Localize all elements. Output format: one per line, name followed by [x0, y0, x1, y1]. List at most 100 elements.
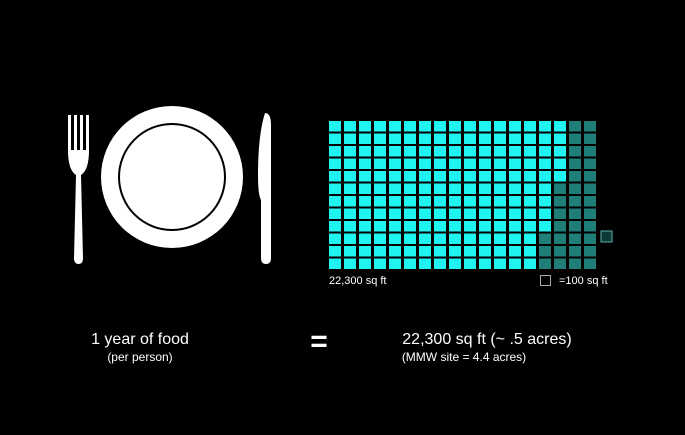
grid-square — [329, 133, 341, 144]
grid-square — [344, 233, 356, 244]
grid-square — [569, 183, 581, 194]
grid-square — [359, 196, 371, 207]
grid-square — [419, 258, 431, 269]
grid-square — [584, 146, 596, 157]
grid-square — [359, 258, 371, 269]
grid-square — [374, 133, 386, 144]
grid-square — [434, 196, 446, 207]
grid-square — [584, 158, 596, 169]
square-grid — [329, 121, 596, 269]
grid-square — [344, 258, 356, 269]
grid-square — [539, 221, 551, 232]
grid-square — [434, 171, 446, 182]
grid-square — [419, 246, 431, 257]
grid-square — [434, 158, 446, 169]
grid-square — [344, 133, 356, 144]
grid-square — [479, 208, 491, 219]
grid-square — [389, 133, 401, 144]
grid-square — [494, 196, 506, 207]
grid-square — [569, 133, 581, 144]
grid-square — [509, 171, 521, 182]
grid-square — [464, 246, 476, 257]
grid-square — [584, 171, 596, 182]
grid-square — [389, 121, 401, 132]
grid-square — [509, 208, 521, 219]
grid-square — [524, 183, 536, 194]
grid-square — [569, 196, 581, 207]
grid-square — [569, 233, 581, 244]
grid-square — [329, 196, 341, 207]
grid-square — [464, 196, 476, 207]
grid-square — [494, 146, 506, 157]
grid-square — [389, 171, 401, 182]
grid-square — [509, 121, 521, 132]
grid-square — [359, 246, 371, 257]
grid-square — [494, 158, 506, 169]
grid-square — [419, 171, 431, 182]
grid-square — [479, 171, 491, 182]
grid-square — [524, 246, 536, 257]
grid-square — [449, 196, 461, 207]
grid-square — [509, 183, 521, 194]
grid-square — [524, 158, 536, 169]
grid-square — [419, 196, 431, 207]
grid-square — [344, 158, 356, 169]
grid-square — [389, 183, 401, 194]
equals-sign: = — [310, 325, 328, 358]
grid-square — [389, 146, 401, 157]
grid-square — [359, 158, 371, 169]
grid-square — [434, 183, 446, 194]
grid-square — [449, 121, 461, 132]
grid-square — [494, 246, 506, 257]
grid-square — [389, 221, 401, 232]
knife — [258, 113, 271, 264]
grid-square — [344, 196, 356, 207]
grid-square — [584, 258, 596, 269]
grid-square — [584, 121, 596, 132]
grid-square — [464, 158, 476, 169]
grid-square — [464, 221, 476, 232]
grid-square — [329, 183, 341, 194]
grid-square — [419, 158, 431, 169]
grid-square — [374, 208, 386, 219]
grid-square — [449, 133, 461, 144]
grid-square — [359, 221, 371, 232]
grid-square — [434, 246, 446, 257]
grid-square — [359, 183, 371, 194]
left-subtitle: (per person) — [107, 350, 172, 364]
grid-square — [449, 146, 461, 157]
grid-square — [464, 146, 476, 157]
left-title: 1 year of food — [91, 331, 189, 348]
grid-square — [494, 133, 506, 144]
grid-square — [344, 246, 356, 257]
grid-square — [554, 246, 566, 257]
grid-square — [389, 196, 401, 207]
grid-square — [539, 208, 551, 219]
grid-square — [404, 196, 416, 207]
grid-square — [584, 183, 596, 194]
grid-square — [554, 221, 566, 232]
grid-square — [464, 133, 476, 144]
grid-square — [479, 221, 491, 232]
grid-square — [479, 196, 491, 207]
grid-square — [449, 221, 461, 232]
grid-square — [539, 183, 551, 194]
grid-square — [344, 183, 356, 194]
grid-square — [509, 258, 521, 269]
grid-square — [464, 233, 476, 244]
grid-square — [539, 171, 551, 182]
grid-square — [449, 258, 461, 269]
grid-square — [434, 221, 446, 232]
grid-square — [479, 246, 491, 257]
grid-square — [374, 146, 386, 157]
grid-square — [479, 158, 491, 169]
grid-square — [584, 233, 596, 244]
grid-square — [569, 146, 581, 157]
grid-square — [569, 221, 581, 232]
grid-square — [584, 221, 596, 232]
grid-square — [434, 258, 446, 269]
grid-square — [344, 121, 356, 132]
grid-square — [584, 246, 596, 257]
grid-square — [404, 246, 416, 257]
